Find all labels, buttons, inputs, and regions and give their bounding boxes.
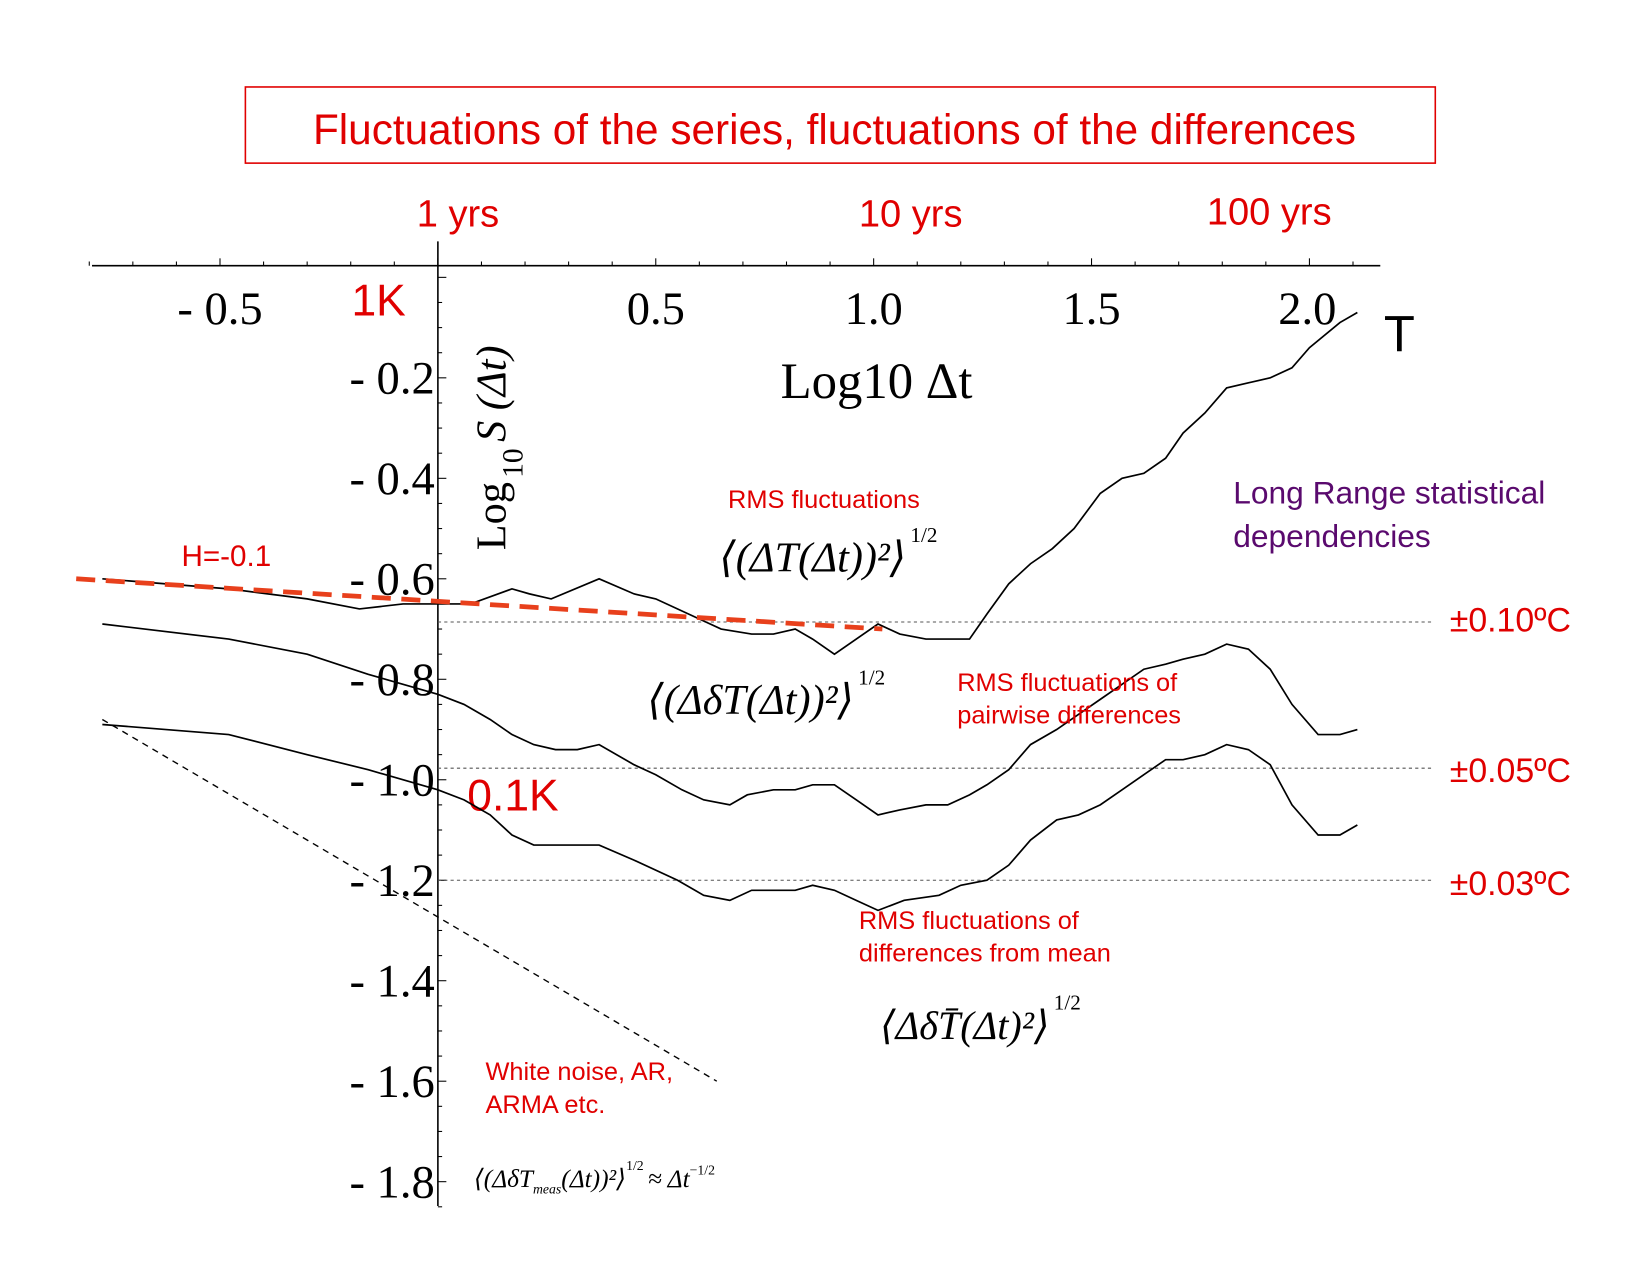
y-axis-title: Log10S (Δt) (469, 345, 530, 550)
y-tick-label: - 0.6 (349, 555, 434, 606)
x-tick-label: 2.0 (1278, 284, 1336, 335)
series-label-rms: RMS fluctuations (728, 486, 920, 514)
series-label-pairwise-1: RMS fluctuations of (957, 669, 1178, 697)
fit-line (76, 576, 883, 632)
top-axis-label-10yrs: 10 yrs (859, 194, 963, 236)
y-tick-label: - 0.2 (349, 354, 434, 405)
series-end-label-t: T (1384, 305, 1415, 362)
white-noise-label-1: White noise, AR, (485, 1058, 673, 1086)
series-line-2 (102, 723, 1358, 912)
reference-label-0-03: ±0.03ºC (1450, 865, 1571, 903)
series-line-0 (102, 311, 1358, 656)
series-line-1 (102, 623, 1358, 816)
x-tick-label: 1.0 (845, 284, 903, 335)
series-formula-mean: ⟨ΔδT̄(Δt)²⟩1/2 (880, 990, 1081, 1048)
series-label-pairwise-2: pairwise differences (957, 702, 1181, 730)
chart-title: Fluctuations of the series, fluctuations… (313, 106, 1356, 153)
y-tick-label: - 1.8 (349, 1158, 434, 1209)
long-range-label-1: Long Range statistical (1233, 475, 1545, 511)
x-tick-label: 1.5 (1062, 284, 1120, 335)
y-mark-0-1k: 0.1K (467, 771, 559, 820)
x-tick-label: - 0.5 (177, 284, 262, 335)
long-range-label-2: dependencies (1233, 518, 1431, 554)
reference-label-0-10: ±0.10ºC (1450, 602, 1571, 640)
y-tick-label: - 1.6 (349, 1057, 434, 1108)
fit-label: H=-0.1 (181, 540, 271, 573)
top-axis-label-1yr: 1 yrs (417, 194, 499, 236)
y-minor-ticks (437, 276, 447, 1208)
series-label-mean-2: differences from mean (859, 940, 1111, 968)
plot-lines (76, 311, 1434, 1082)
white-noise-label-2: ARMA etc. (485, 1091, 605, 1119)
series-label-mean-1: RMS fluctuations of (859, 907, 1080, 935)
reference-label-0-05: ±0.05ºC (1450, 752, 1571, 790)
y-tick-label: - 1.4 (349, 957, 434, 1008)
svg-text:Log10S (Δt): Log10S (Δt) (469, 345, 530, 550)
y-tick-label: - 0.4 (349, 454, 434, 505)
top-axis-label-100yrs: 100 yrs (1207, 191, 1332, 233)
series-formula-pairwise: ⟨(ΔδT(Δt))²⟩ 1/2 (647, 666, 885, 725)
title-box (244, 86, 1437, 164)
x-minor-ticks (88, 258, 1354, 266)
x-tick-label: 0.5 (627, 284, 685, 335)
series-formula-rms: ⟨(ΔT(Δt))²⟩ 1/2 (719, 523, 937, 582)
white-noise-formula: ⟨(ΔδTmeas(Δt))²⟩1/2 ≈ Δt−1/2 (474, 1158, 715, 1196)
white-noise-line (101, 718, 718, 1082)
y-tick-label: - 1.2 (349, 856, 434, 907)
y-tick-label: - 1.0 (349, 756, 434, 807)
y-mark-1k: 1K (351, 276, 406, 325)
x-axis-title: Log10 Δt (781, 353, 973, 409)
